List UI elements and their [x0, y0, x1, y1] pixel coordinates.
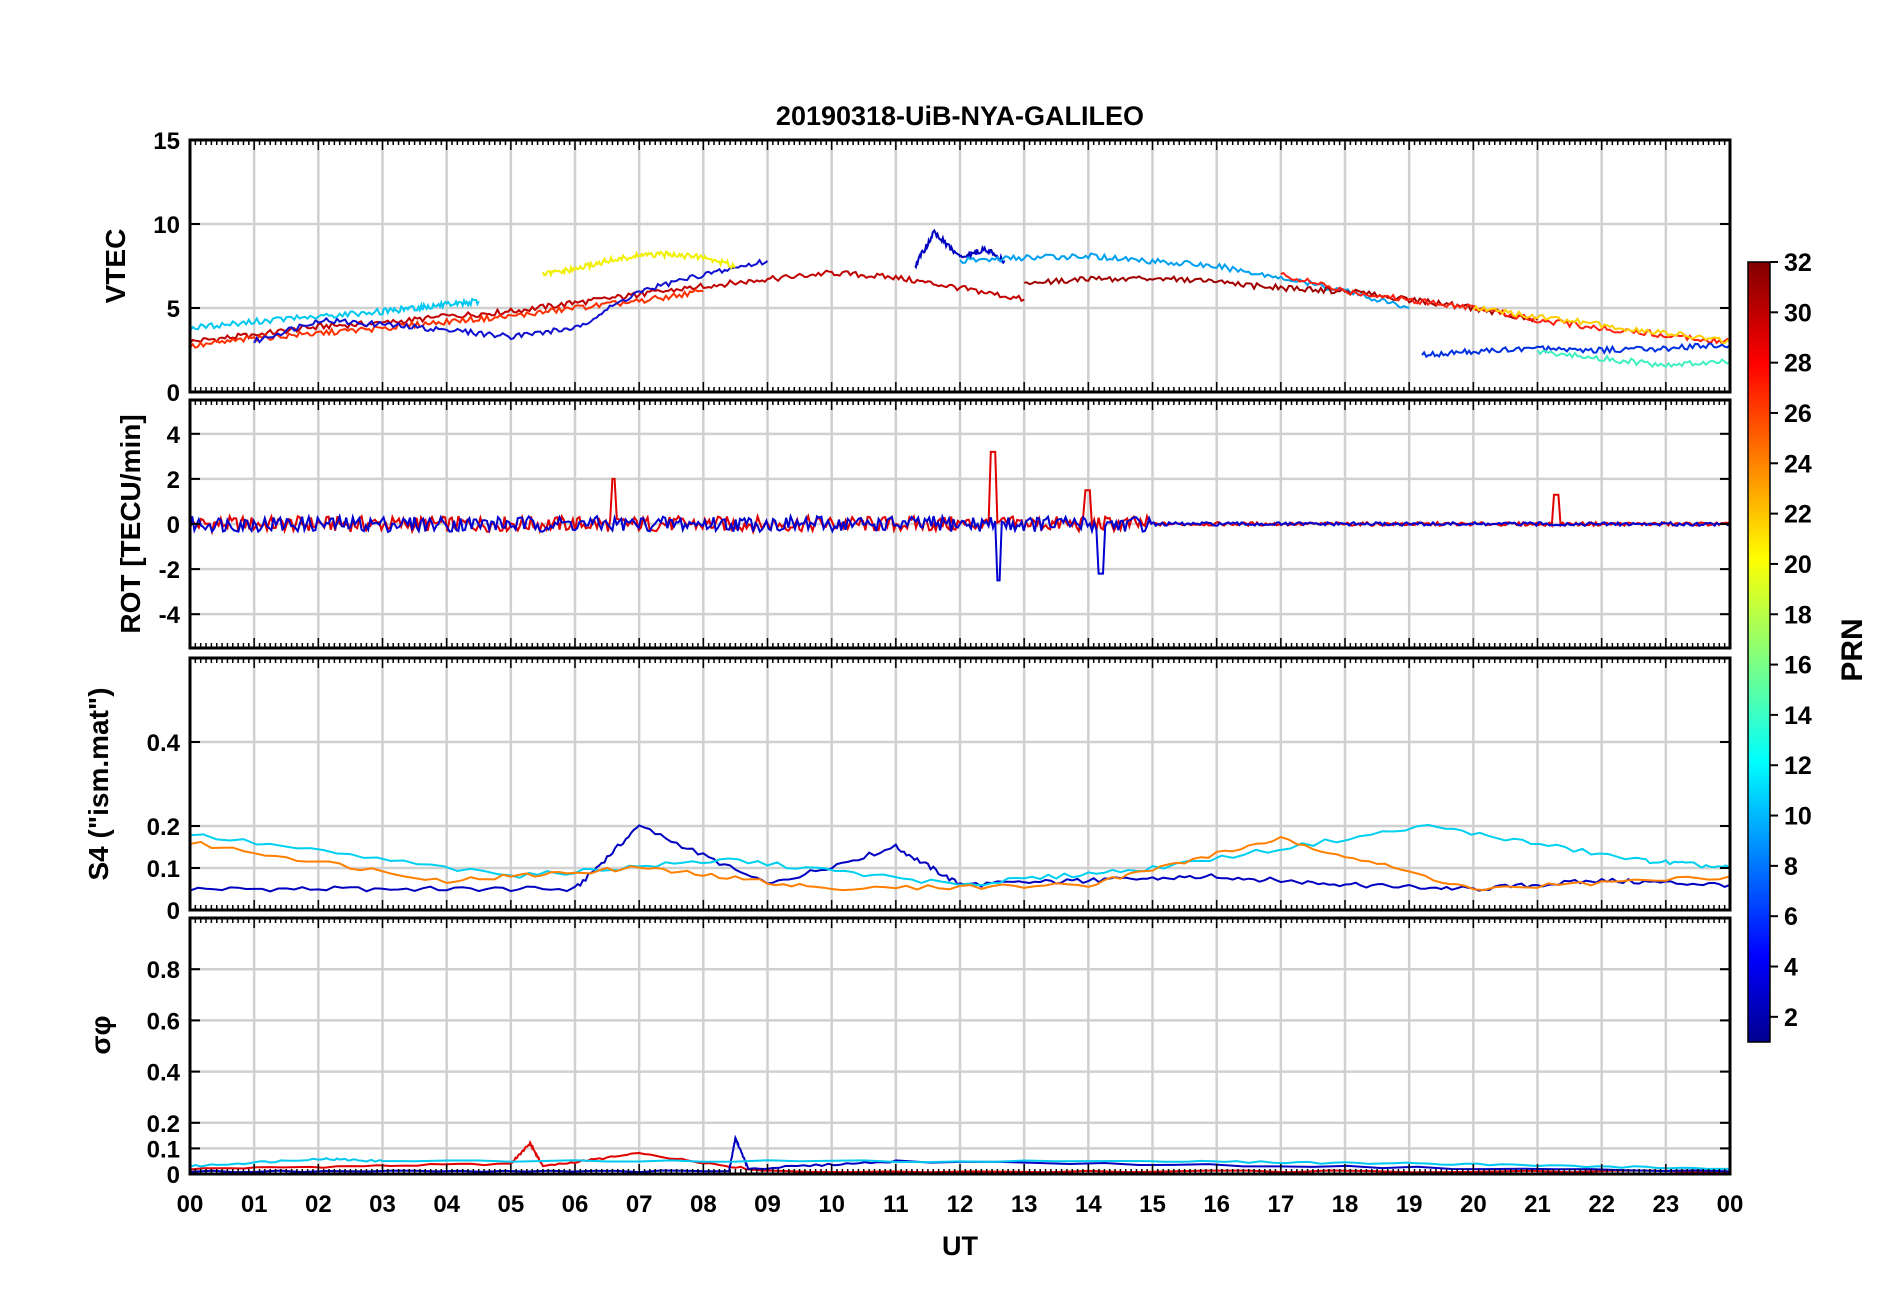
colorbar-tick-label: 10	[1784, 803, 1812, 831]
series-line-prn-3	[253, 258, 769, 344]
x-tick-label: 14	[1075, 1191, 1102, 1218]
x-tick-label: 17	[1267, 1191, 1294, 1218]
y-tick-label: 0.2	[147, 814, 180, 841]
series-line-prn-12	[190, 297, 480, 332]
series-line-prn-23	[190, 835, 1730, 892]
series-line-prn-14	[1536, 349, 1730, 369]
series-group	[190, 823, 1730, 893]
series-line-prn-27	[1280, 271, 1730, 345]
x-tick-label: 13	[1011, 1191, 1038, 1218]
x-tick-label: 23	[1652, 1191, 1679, 1218]
colorbar-tick-label: 6	[1784, 903, 1798, 931]
series-line-prn-13	[190, 823, 1730, 887]
x-tick-label: 07	[626, 1191, 653, 1218]
y-tick-label: 0.4	[147, 730, 181, 757]
series-group	[190, 228, 1730, 369]
x-tick-label: 04	[433, 1191, 460, 1218]
x-tick-label: 16	[1203, 1191, 1230, 1218]
panel-4: 00.10.2 0.4 0.6 0.8 σφ	[85, 916, 1732, 1189]
x-tick-label: 01	[241, 1191, 268, 1218]
colorbar-tick-label: 32	[1784, 249, 1812, 277]
colorbar-tick-label: 14	[1784, 702, 1812, 730]
colorbar-tick-label: 18	[1784, 601, 1812, 629]
x-tick-label: 10	[818, 1191, 845, 1218]
x-tick-label: 09	[754, 1191, 781, 1218]
panel-2: -4 -2 0 2 4 ROT [TECU/min]	[115, 398, 1732, 650]
y-tick-label: 0	[167, 898, 180, 925]
x-tick-label: 20	[1460, 1191, 1487, 1218]
figure-title: 20190318-UiB-NYA-GALILEO	[776, 101, 1144, 131]
series-line-prn-30	[190, 269, 1025, 345]
colorbar-tick-label: 4	[1784, 954, 1798, 982]
colorbar-gradient	[1747, 261, 1771, 1043]
panel-3: 0 0.1 0.2 0.4 S4 ("ism.mat")	[83, 656, 1732, 925]
panel-1: 0 5 10 15 VTEC	[100, 128, 1732, 407]
y-axis-label: ROT [TECU/min]	[115, 414, 146, 633]
colorbar-tick-label: 26	[1784, 400, 1812, 428]
y-tick-label: 0.1	[147, 856, 180, 883]
series-line-prn-21	[1472, 304, 1730, 345]
colorbar-tick-label: 28	[1784, 350, 1812, 378]
y-tick-label: -2	[159, 557, 180, 584]
y-tick-label: 5	[167, 296, 180, 323]
x-tick-label: 18	[1332, 1191, 1359, 1218]
y-axis-label: S4 ("ism.mat")	[83, 687, 114, 880]
series-line-prn-3	[190, 512, 1730, 582]
x-tick-label: 08	[690, 1191, 717, 1218]
colorbar-tick-label: 30	[1784, 299, 1812, 327]
x-tick-label: 22	[1588, 1191, 1615, 1218]
x-tick-label: 06	[562, 1191, 589, 1218]
colorbar-label: PRN	[1836, 618, 1869, 681]
x-tick-label: 12	[947, 1191, 974, 1218]
colorbar-tick-label: 2	[1784, 1004, 1798, 1032]
x-tick-label: 11	[883, 1191, 908, 1218]
x-tick-label: 21	[1524, 1191, 1551, 1218]
x-tick-label: 05	[497, 1191, 524, 1218]
colorbar-tick-label: 20	[1784, 551, 1812, 579]
y-tick-label: 10	[153, 212, 180, 239]
y-tick-label: 4	[167, 422, 181, 449]
x-tick-label: 19	[1396, 1191, 1423, 1218]
y-tick-label: 2	[167, 467, 180, 494]
y-tick-label: 0	[167, 512, 180, 539]
y-tick-label: -4	[159, 602, 181, 629]
series-line-prn-12	[190, 1157, 1730, 1170]
x-axis-label: UT	[942, 1231, 978, 1261]
y-tick-label: 0.1	[147, 1136, 180, 1163]
x-tick-label: 15	[1139, 1191, 1166, 1218]
colorbar-tick-label: 12	[1784, 752, 1812, 780]
x-tick-label: 03	[369, 1191, 396, 1218]
series-line-prn-31	[1024, 275, 1539, 323]
x-tick-label: 00	[1717, 1191, 1744, 1218]
series-line-prn-2	[914, 228, 1006, 270]
y-axis-label: VTEC	[100, 229, 131, 304]
y-tick-label: 0	[167, 1162, 180, 1189]
colorbar-tick-label: 16	[1784, 652, 1812, 680]
y-tick-label: 0	[167, 380, 180, 407]
series-line-prn-19	[541, 250, 736, 278]
y-tick-label: 0.2	[147, 1111, 180, 1138]
y-tick-label: 0.6	[147, 1008, 180, 1035]
colorbar-tick-label: 24	[1784, 450, 1812, 478]
colorbar-tick-label: 8	[1784, 853, 1798, 881]
x-tick-label: 02	[305, 1191, 332, 1218]
x-tick-label: 00	[177, 1191, 204, 1218]
series-group	[190, 450, 1730, 582]
colorbar-tick-label: 22	[1784, 501, 1812, 529]
y-tick-label: 15	[153, 128, 180, 155]
series-line-prn-4	[1421, 342, 1730, 359]
y-axis-label: σφ	[85, 1015, 116, 1054]
x-tick-labels: 00 01 02 03 04 05 06 07 08 09 10 11 12 13 14 15 16 17 18 19…	[177, 1191, 1744, 1218]
y-tick-label: 0.8	[147, 957, 180, 984]
y-tick-label: 0.4	[147, 1060, 181, 1087]
